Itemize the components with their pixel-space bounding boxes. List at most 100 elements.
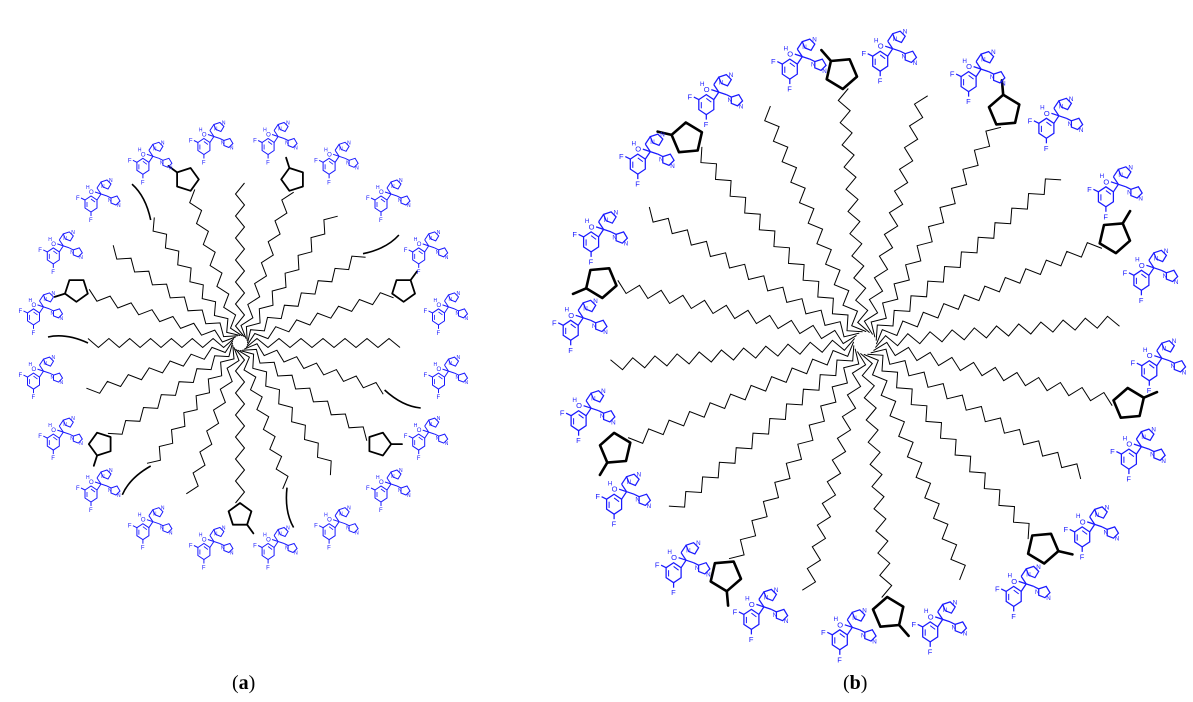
panel-label-b: (b) <box>843 672 868 694</box>
pcl-arm-4 <box>875 209 1132 345</box>
pcl-arm-18 <box>656 121 863 333</box>
polymer-chain <box>648 206 860 338</box>
fluconazole-drug-icon <box>313 505 360 553</box>
pcl-arm-2 <box>870 79 1021 338</box>
polymer-chain <box>860 353 893 598</box>
cyclopentane-icon <box>709 560 743 593</box>
pcl-arm-12 <box>709 348 860 607</box>
fluconazole-drug-icon <box>18 290 64 338</box>
pcl-arm-11 <box>802 351 867 591</box>
polymer-chain <box>237 349 289 490</box>
fluconazole-drug-icon <box>37 229 84 277</box>
fluconazole-drug-icon <box>820 606 878 665</box>
polymer-chain <box>764 105 867 333</box>
polymer-chain <box>87 337 235 349</box>
fluconazole-drug-icon <box>188 525 235 572</box>
polymer-chain <box>728 348 860 560</box>
polymer-chain <box>234 348 246 504</box>
methyl-group <box>92 454 98 467</box>
cyclopentane-icon <box>598 431 632 464</box>
pcl-arm-1 <box>240 156 304 339</box>
pcl-arm-1 <box>863 95 928 335</box>
pcl-arm-8 <box>867 353 1074 565</box>
cyclopentane-icon <box>391 279 416 303</box>
methyl-group <box>820 48 833 63</box>
panel-label-a: (a) <box>232 672 256 694</box>
cyclopentane-icon <box>871 595 905 629</box>
pcl-arm-14 <box>598 341 855 477</box>
methyl-group <box>598 461 609 477</box>
polymer-chain <box>239 350 332 476</box>
polymer-chain <box>863 353 966 581</box>
fluconazole-drug-icon <box>403 229 450 277</box>
cyclopentane-icon <box>670 121 704 154</box>
pcl-arm-0 <box>820 48 870 333</box>
cyclopentane-icon <box>1112 386 1146 420</box>
polymer-chain <box>245 215 338 341</box>
pcl-arm-2 <box>245 215 338 341</box>
pcl-arm-16 <box>571 266 857 345</box>
pcl-arm-0 <box>234 182 246 338</box>
fluconazole-drug-icon <box>1027 95 1085 154</box>
fluconazole-drug-icon <box>910 598 968 658</box>
pcl-arm-19 <box>764 105 867 333</box>
polymer-chain <box>107 342 233 435</box>
methyl-group <box>571 286 588 296</box>
fluconazole-drug-icon <box>949 48 1007 107</box>
pcl-arm-13 <box>668 345 855 508</box>
fluconazole-drug-icon <box>75 177 122 225</box>
pcl-arm-11 <box>186 347 240 495</box>
fluconazole-drug-icon <box>18 354 64 402</box>
polymer-chain <box>668 345 855 508</box>
polymer-chain <box>244 343 384 395</box>
fluconazole-drug-icon <box>365 467 412 515</box>
pcl-arm-12 <box>121 345 235 496</box>
fluconazole-drug-icon <box>1109 425 1167 485</box>
fluconazole-drug-icon <box>994 563 1052 622</box>
cyclopentane-icon <box>987 93 1021 126</box>
polymer-chain <box>875 315 1120 348</box>
polymer-chain <box>627 341 855 444</box>
methyl-group <box>897 623 910 638</box>
fluconazole-drug-icon <box>188 120 235 167</box>
pcl-arm-15 <box>610 338 855 371</box>
fluconazole-drug-icon <box>127 139 174 187</box>
pcl-arm-18 <box>131 183 241 336</box>
fluconazole-drug-icon <box>127 505 174 553</box>
pcl-arm-5 <box>245 337 401 349</box>
fluconazole-drug-icon <box>594 471 652 530</box>
fluconazole-drug-icon <box>571 208 629 268</box>
methyl-group <box>53 292 66 298</box>
cyclopentane-icon <box>1098 222 1132 255</box>
fluconazole-drug-icon <box>423 354 469 402</box>
cyclopentane-icon <box>64 279 89 303</box>
chain-tail <box>384 389 421 409</box>
methyl-group <box>246 523 255 535</box>
pcl-arm-8 <box>239 350 332 476</box>
polymer-chain <box>86 340 234 394</box>
chain-tail <box>47 335 89 344</box>
fluconazole-drug-icon <box>732 586 790 645</box>
fluconazole-drug-icon <box>423 290 469 338</box>
polymer-chain <box>873 341 1113 406</box>
polymer-chain <box>234 182 246 338</box>
fluconazole-drug-icon <box>1086 163 1144 222</box>
pcl-arm-9 <box>863 353 966 581</box>
fluconazole-drug-icon <box>365 177 412 225</box>
cyclopentane-icon <box>87 431 112 457</box>
fluconazole-drug-icon <box>403 415 450 463</box>
polymer-chain <box>875 178 1062 341</box>
polymer-chain <box>870 348 1082 480</box>
pcl-arm-3 <box>875 178 1062 341</box>
polymer-chain <box>870 126 1002 338</box>
pcl-arm-10 <box>860 353 910 638</box>
panel-b-conjugate <box>551 28 1187 665</box>
pcl-arm-6 <box>244 343 421 409</box>
fluconazole-drug-icon <box>618 130 676 190</box>
polymer-chain <box>246 292 394 346</box>
polymer-chain <box>152 217 241 336</box>
chain-tail <box>121 465 152 496</box>
polymer-chain <box>186 347 240 495</box>
polymer-chain <box>240 191 294 339</box>
